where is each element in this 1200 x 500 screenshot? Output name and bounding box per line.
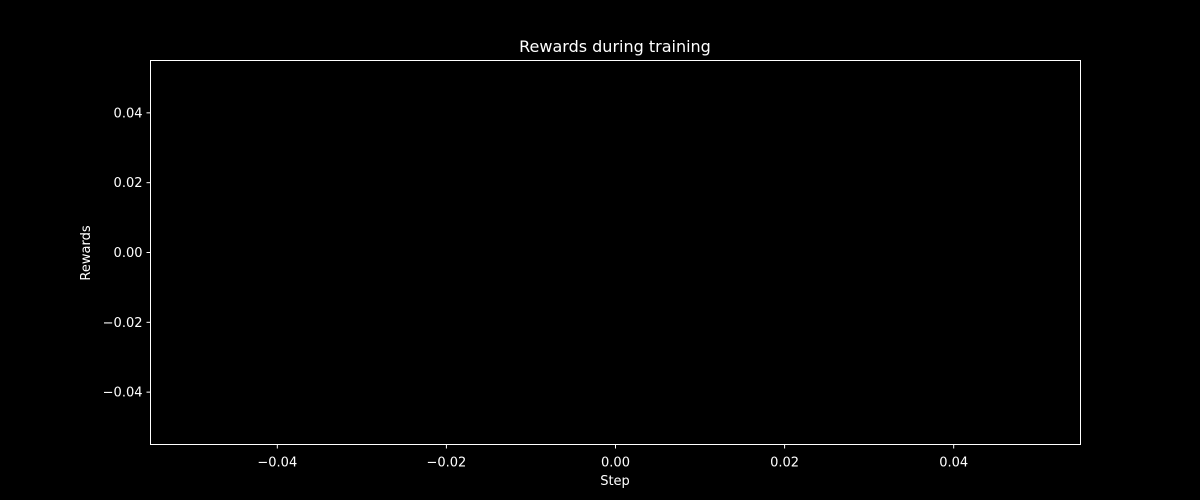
y-tick-label: 0.00 xyxy=(114,246,143,261)
x-tick-label: −0.04 xyxy=(257,456,297,471)
x-tick-label: 0.00 xyxy=(601,456,630,471)
x-tick-label: 0.04 xyxy=(939,456,968,471)
x-axis-ticks: −0.04 −0.02 0.00 0.02 0.04 xyxy=(257,444,968,471)
y-tick-label: 0.04 xyxy=(114,106,143,121)
y-tick-label: 0.02 xyxy=(114,176,143,191)
plot-area-frame xyxy=(150,60,1081,445)
x-tick-label: −0.02 xyxy=(426,456,466,471)
y-tick-label: −0.02 xyxy=(103,316,143,331)
chart-title: Rewards during training xyxy=(519,37,711,56)
y-axis-label: Rewards xyxy=(79,225,94,280)
x-axis-label: Step xyxy=(600,474,630,489)
x-tick-label: 0.02 xyxy=(770,456,799,471)
y-tick-label: −0.04 xyxy=(103,386,143,401)
y-axis-ticks: −0.04 −0.02 0.00 0.02 0.04 xyxy=(103,106,151,401)
